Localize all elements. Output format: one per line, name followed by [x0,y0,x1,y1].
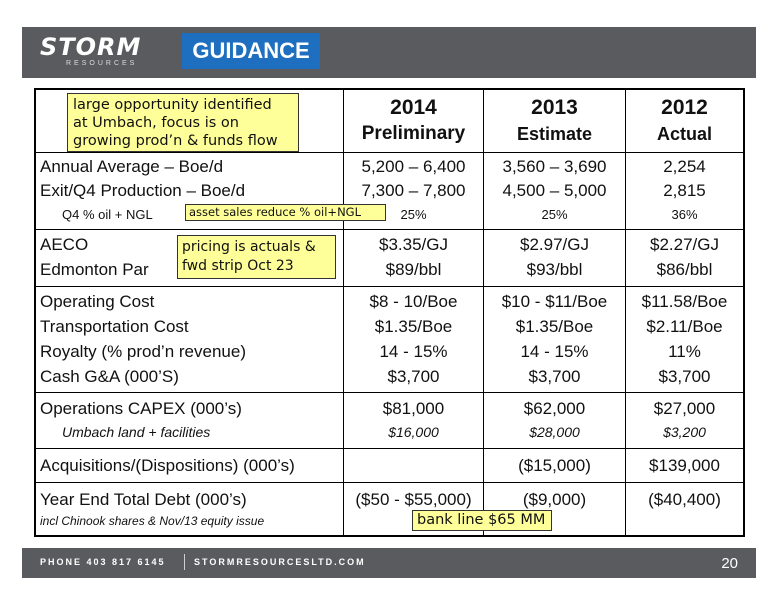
row-divider [36,286,743,287]
cell-value: $10 - $11/Boe [501,292,608,311]
cell-value: 25% [541,207,568,222]
cell-value: $2.97/GJ [520,235,589,254]
cell-value: $16,000 [388,424,439,440]
row-divider [36,392,743,393]
row-label-annual-average: Annual Average – Boe/d [40,157,224,176]
cell-value: 11% [668,342,701,361]
cell-value: 14 - 15% [520,342,589,361]
footer-website: STORMRESOURCESLTD.COM [194,557,366,567]
row-label-debt: Year End Total Debt (000’s) [40,490,247,509]
logo-subtitle: RESOURCES [66,60,138,67]
cell-value: 25% [400,207,427,222]
row-label-capex: Operations CAPEX (000’s) [40,399,242,418]
guidance-table: 2014 Preliminary 2013 Estimate 2012 Actu… [34,88,745,537]
cell-value: $3,700 [387,367,440,386]
cell-value: $139,000 [649,456,720,475]
row-label-operating-cost: Operating Cost [40,292,155,311]
column-header-2012: 2012 Actual [626,95,743,147]
column-divider [343,90,344,535]
column-year: 2013 [531,96,578,119]
cell-value: ($40,400) [648,490,721,509]
cell-value: $8 - 10/Boe [369,292,458,311]
cell-value: $3,700 [528,367,581,386]
callout-line: growing prod’n & funds flow [73,133,278,149]
cell-value: $28,000 [529,424,580,440]
callout-line: at Umbach, focus is on [73,115,239,131]
cell-value: 5,200 – 6,400 [361,157,466,176]
cell-value: $2.27/GJ [650,235,719,254]
callout-line: pricing is actuals & [182,239,316,255]
row-label-umbach: Umbach land + facilities [62,424,211,440]
column-divider [625,90,626,535]
row-divider [36,152,743,153]
row-note-debt: incl Chinook shares & Nov/13 equity issu… [40,514,265,528]
cell-value: $11.58/Boe [641,292,728,311]
cell-value: ($9,000) [522,490,587,509]
cell-value: $89/bbl [385,260,442,279]
cell-value: ($50 - $55,000) [355,490,472,509]
row-divider [36,448,743,449]
column-year: 2012 [661,96,708,119]
cell-value: $3,700 [658,367,711,386]
storm-logo: STORM RESOURCES [40,33,142,67]
cell-value: $86/bbl [656,260,713,279]
callout-umbach: large opportunity identified at Umbach, … [67,93,299,152]
cell-value: $3.35/GJ [379,235,448,254]
footer-separator [184,554,185,570]
cell-value: $3,200 [663,424,706,440]
column-year: 2014 [390,96,437,119]
cell-value: 4,500 – 5,000 [502,181,607,200]
header-bar: STORM RESOURCES GUIDANCE [22,27,756,78]
footer-bar: PHONE 403 817 6145 STORMRESOURCESLTD.COM… [22,548,756,578]
row-label-aeco: AECO [40,235,89,254]
cell-value: 7,300 – 7,800 [361,181,466,200]
row-label-cash-ga: Cash G&A (000’S) [40,367,179,386]
cell-value: 2,254 [663,157,706,176]
column-subtitle: Estimate [516,124,593,144]
column-divider [483,90,484,535]
cell-value: 14 - 15% [379,342,448,361]
cell-value: $81,000 [382,399,445,418]
cell-value: 36% [671,207,698,222]
row-label-acquisitions: Acquisitions/(Dispositions) (000’s) [40,456,295,475]
cell-value: $62,000 [523,399,586,418]
page-number: 20 [721,555,738,572]
callout-line: fwd strip Oct 23 [182,258,294,274]
column-header-2013: 2013 Estimate [484,95,625,147]
callout-line: large opportunity identified [73,97,272,113]
footer-phone: PHONE 403 817 6145 [40,557,166,567]
callout-pricing: pricing is actuals & fwd strip Oct 23 [177,235,336,279]
page-title: GUIDANCE [182,33,320,69]
row-label-q4-oil: Q4 % oil + NGL [62,207,153,222]
row-divider [36,482,743,483]
cell-value: ($15,000) [518,456,591,475]
row-label-royalty: Royalty (% prod’n revenue) [40,342,246,361]
callout-bank-line: bank line $65 MM [412,510,552,531]
row-divider [36,229,743,230]
column-subtitle: Actual [656,124,712,144]
cell-value: $93/bbl [526,260,583,279]
cell-value: 2,815 [663,181,706,200]
column-subtitle: Preliminary [361,123,466,144]
column-header-2014: 2014 Preliminary [344,95,483,147]
row-label-transportation: Transportation Cost [40,317,189,336]
cell-value: $1.35/Boe [515,317,594,336]
cell-value: $2.11/Boe [646,317,723,336]
cell-value: $1.35/Boe [374,317,453,336]
callout-asset-sales: asset sales reduce % oil+NGL [185,204,386,221]
row-label-edmonton: Edmonton Par [40,260,149,279]
cell-value: $27,000 [653,399,716,418]
row-label-exit-q4: Exit/Q4 Production – Boe/d [40,181,246,200]
cell-value: 3,560 – 3,690 [502,157,607,176]
logo-word: STORM [40,33,142,61]
